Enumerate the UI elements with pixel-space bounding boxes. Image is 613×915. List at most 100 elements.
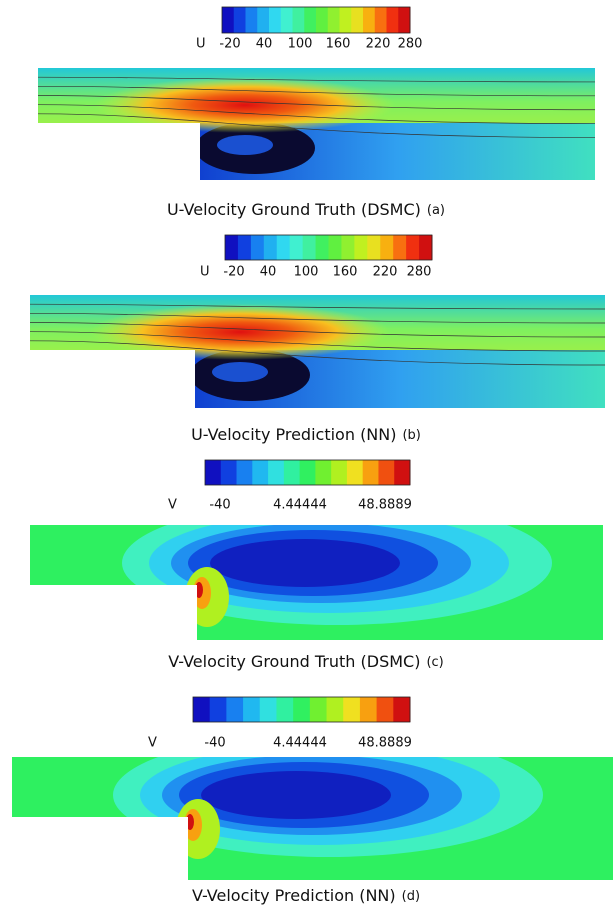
streamline [38, 95, 595, 111]
colorbar-swatch [283, 460, 301, 485]
colorbar-swatch [276, 697, 294, 722]
colorbar-swatch [268, 460, 285, 485]
colorbar-variable: V [168, 498, 177, 513]
panel: U -20 40 100 160 220 280 U-Velocity Prediction … [30, 234, 605, 444]
colorbar-swatch [328, 235, 342, 260]
colorbar-swatch [341, 235, 355, 260]
colorbar-variable: U [196, 37, 206, 52]
colorbar-swatch [309, 697, 328, 722]
colorbar-swatch [245, 7, 258, 33]
colorbar-swatch [257, 7, 270, 33]
caption-tag: (c) [426, 655, 443, 670]
colorbar-swatch [316, 7, 329, 33]
colorbar-label: 220 [366, 37, 391, 52]
colorbar-swatch [263, 235, 278, 260]
caption: V-Velocity Prediction (NN) (d) [192, 886, 420, 905]
colorbar-label: 48.8889 [358, 498, 412, 513]
low-inner [212, 362, 268, 382]
colorbar-label: -40 [209, 498, 230, 513]
colorbar-swatch [226, 697, 244, 722]
caption-tag: (a) [427, 203, 445, 218]
colorbar-variable: U [200, 265, 210, 280]
colorbar-swatch [304, 7, 317, 33]
colorbar-swatch [386, 7, 399, 33]
colorbar-label: 280 [398, 37, 423, 52]
streamline [30, 312, 605, 324]
colorbar-swatch [362, 460, 379, 485]
colorbar-swatch [326, 697, 344, 722]
colorbar-swatch [346, 460, 364, 485]
streamline [30, 303, 605, 310]
colorbar-swatch [406, 235, 420, 260]
colorbar-swatch [419, 235, 433, 260]
caption: U-Velocity Ground Truth (DSMC) (a) [167, 200, 445, 219]
colorbar-swatch [374, 7, 387, 33]
colorbar-label: -20 [219, 37, 240, 52]
streamline [30, 340, 605, 366]
panel: V -40 4.44444 48.8889 V-Velocity Ground Trut… [30, 459, 603, 671]
colorbar-label: -40 [204, 736, 225, 751]
colorbar-swatch [327, 7, 340, 33]
colorbar-label: 100 [288, 37, 313, 52]
field [38, 68, 595, 180]
colorbar-swatch [193, 697, 211, 722]
caption: V-Velocity Ground Truth (DSMC) (c) [168, 652, 444, 671]
colorbar-swatch [299, 460, 316, 485]
corner-hot [195, 582, 203, 598]
colorbar-label: 280 [407, 265, 432, 280]
colorbar-swatch [236, 460, 253, 485]
colorbar-swatch [293, 697, 311, 722]
colorbar-swatch [315, 235, 329, 260]
caption-text: V-Velocity Prediction (NN) [192, 886, 396, 905]
colorbar-label: 4.44444 [273, 498, 327, 513]
colorbar-variable: V [148, 736, 157, 751]
colorbar-label: 40 [260, 265, 277, 280]
colorbar-label: 48.8889 [358, 736, 412, 751]
v-contour [201, 771, 391, 819]
colorbar-swatch [237, 235, 252, 260]
colorbar-label: 40 [256, 37, 273, 52]
streamline [30, 331, 605, 352]
colorbar-label: 4.44444 [273, 736, 327, 751]
streamline [38, 76, 595, 83]
colorbar-swatch [220, 460, 238, 485]
caption-text: U-Velocity Prediction (NN) [191, 425, 396, 444]
panel: U -20 40 100 160 220 280 U-Velocity Ground Trut… [38, 6, 595, 219]
colorbar-swatch [269, 7, 282, 33]
field [12, 757, 613, 880]
colorbar-swatch [243, 697, 261, 722]
colorbar-frame [192, 696, 411, 723]
colorbar-swatch [302, 235, 317, 260]
caption-tag: (b) [402, 428, 420, 443]
colorbar-swatch [259, 697, 277, 722]
colorbar-label: -20 [223, 265, 244, 280]
panel: V -40 4.44444 48.8889 V-Velocity Prediction … [12, 696, 613, 905]
colorbar-swatch [280, 7, 293, 33]
colorbar-swatch [378, 460, 395, 485]
colorbar-swatch [225, 235, 239, 260]
caption: U-Velocity Prediction (NN) (b) [191, 425, 421, 444]
colorbar-label: 160 [326, 37, 351, 52]
low-inner [217, 135, 273, 155]
colorbar-swatch [398, 7, 411, 33]
colorbar-frame [221, 6, 411, 34]
colorbar-frame [204, 459, 411, 486]
colorbar-swatch [394, 460, 411, 485]
colorbar-swatch [205, 460, 222, 485]
caption-text: U-Velocity Ground Truth (DSMC) [167, 200, 421, 219]
colorbar-swatch [292, 7, 305, 33]
colorbar-swatch [276, 235, 291, 260]
caption-tag: (d) [402, 889, 420, 904]
colorbar-swatch [354, 235, 368, 260]
colorbar-swatch [363, 7, 376, 33]
colorbar-swatch [222, 7, 235, 33]
colorbar-swatch [380, 235, 394, 260]
colorbar-swatch [367, 235, 381, 260]
colorbar-label: 160 [333, 265, 358, 280]
streamline [38, 113, 595, 138]
corner-hot [186, 814, 194, 830]
colorbar-swatch [359, 697, 378, 722]
streamline [38, 85, 595, 97]
field [30, 295, 605, 408]
